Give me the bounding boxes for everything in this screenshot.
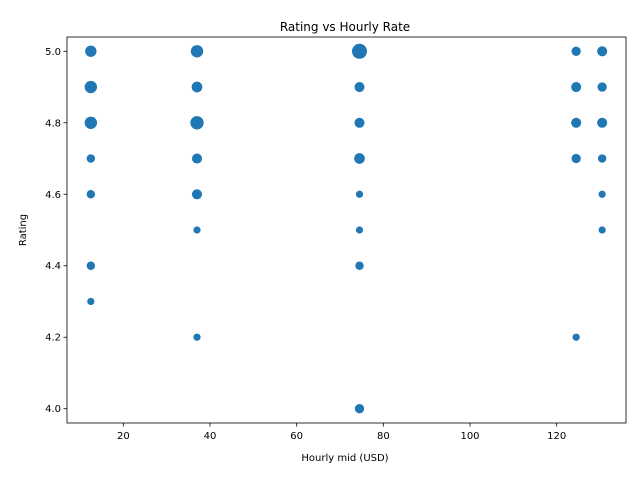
data-point (352, 43, 367, 59)
y-tick-label: 5.0 (45, 47, 61, 58)
data-point (84, 116, 98, 129)
data-point (190, 116, 204, 130)
data-point (354, 117, 365, 128)
data-point (354, 82, 365, 93)
data-point (597, 154, 607, 163)
data-point (354, 404, 365, 414)
data-point (85, 45, 97, 57)
data-point (191, 153, 203, 164)
data-point (86, 190, 96, 199)
data-point (571, 46, 581, 56)
data-point (193, 333, 201, 341)
x-tick-label: 40 (204, 431, 217, 442)
y-tick-label: 4.4 (45, 261, 61, 272)
y-axis-label: Rating (18, 214, 29, 246)
data-point (355, 261, 364, 270)
y-tick-label: 4.6 (45, 190, 61, 201)
data-point (598, 190, 606, 198)
y-tick-label: 4.2 (45, 333, 61, 344)
y-tick-label: 4.8 (45, 118, 61, 129)
x-axis-ticks: 20 40 60 80 100 120 (117, 423, 566, 442)
x-tick-label: 120 (547, 431, 566, 442)
x-tick-label: 100 (460, 431, 479, 442)
data-point (597, 46, 608, 57)
y-tick-label: 4.0 (45, 404, 61, 415)
x-tick-label: 80 (377, 431, 390, 442)
data-point (355, 226, 364, 234)
data-point (572, 333, 580, 341)
data-point (86, 261, 96, 270)
plot-frame (66, 36, 627, 424)
points-layer (84, 43, 608, 414)
data-point (571, 153, 581, 164)
data-point (190, 45, 204, 58)
data-point (84, 80, 98, 94)
data-point (598, 226, 606, 234)
data-point (191, 81, 203, 93)
data-point (597, 82, 607, 92)
data-point (86, 154, 96, 163)
x-tick-label: 60 (290, 431, 303, 442)
x-axis-label: Hourly mid (USD) (301, 453, 388, 464)
data-point (193, 226, 201, 234)
chart-title: Rating vs Hourly Rate (280, 20, 410, 34)
data-point (571, 82, 582, 93)
x-tick-label: 20 (117, 431, 130, 442)
data-point (354, 153, 365, 164)
data-point (571, 117, 582, 128)
y-axis-ticks: 4.0 4.2 4.4 4.6 4.8 5.0 (45, 47, 67, 415)
data-point (87, 297, 95, 306)
data-point (191, 189, 203, 200)
data-point (355, 190, 364, 198)
data-point (597, 117, 608, 128)
